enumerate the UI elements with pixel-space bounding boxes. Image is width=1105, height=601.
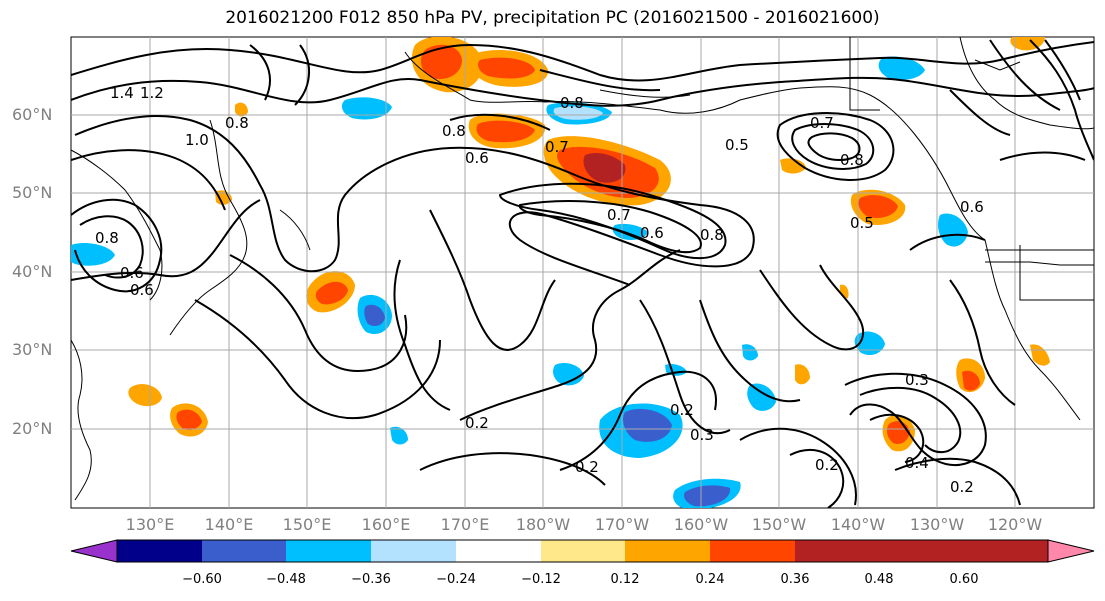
lon-label: 150°E [282,515,332,534]
lon-label: 170°W [594,515,650,534]
contour-label: 0.6 [640,224,664,242]
lon-label: 140°E [204,515,254,534]
lon-label: 140°W [830,515,886,534]
contour-label: 0.8 [95,229,119,247]
graticule [71,37,1094,508]
lon-label: 160°E [361,515,411,534]
colorbar-tick-label: 0.48 [864,572,894,587]
lat-label: 60°N [12,105,53,124]
contour-label: 0.8 [560,94,584,112]
pv-contours [71,39,1094,508]
lat-label: 20°N [12,419,53,438]
contour-label: 0.7 [810,114,834,132]
contour-label: 0.5 [850,214,874,232]
lat-label: 30°N [12,340,53,359]
contour-label: 0.6 [130,281,154,299]
contour-label: 0.6 [465,149,489,167]
lon-label: 160°W [673,515,729,534]
contour-label: 0.8 [442,122,466,140]
coastlines [71,37,1094,501]
lon-label: 180°W [515,515,571,534]
contour-label: 0.2 [575,458,599,476]
contour-label: 0.2 [950,478,974,496]
colorbar-tick-label: −0.60 [182,572,222,587]
contour-label: 0.8 [700,226,724,244]
colorbar-tick-label: 0.24 [695,572,725,587]
lon-label: 130°E [125,515,175,534]
lat-label: 50°N [12,183,53,202]
contour-label: 0.3 [905,371,929,389]
lat-label: 40°N [12,262,53,281]
contour-label: 0.8 [840,151,864,169]
colorbar-tick-label: −0.36 [351,572,391,587]
contour-label: 1.4 [110,84,134,102]
contour-label: 0.2 [670,401,694,419]
contour-label: 0.7 [607,206,631,224]
colorbar-tick-label: −0.12 [521,572,561,587]
contour-label: 1.0 [185,131,209,149]
colorbar-tick-label: 0.36 [780,572,810,587]
lon-label: 150°W [751,515,807,534]
lon-label: 170°E [440,515,490,534]
colorbar-tick-label: 0.60 [949,572,979,587]
contour-label: 0.4 [905,454,929,472]
contour-label: 0.3 [690,426,714,444]
lon-label: 120°W [987,515,1043,534]
contour-label: 0.7 [545,138,569,156]
contour-label: 0.2 [465,414,489,432]
colorbar-tick-label: −0.24 [436,572,476,587]
lon-label: 130°W [909,515,965,534]
map-title: 2016021200 F012 850 hPa PV, precipitatio… [225,8,880,28]
contour-label: 0.6 [120,264,144,282]
contour-label: 0.6 [960,198,984,216]
colorbar-tick-label: 0.12 [610,572,640,587]
contour-label: 0.5 [725,136,749,154]
contour-label: 0.2 [815,456,839,474]
contour-label: 0.8 [225,114,249,132]
colorbar-tick-label: −0.48 [266,572,306,587]
contour-label: 1.2 [140,84,164,102]
